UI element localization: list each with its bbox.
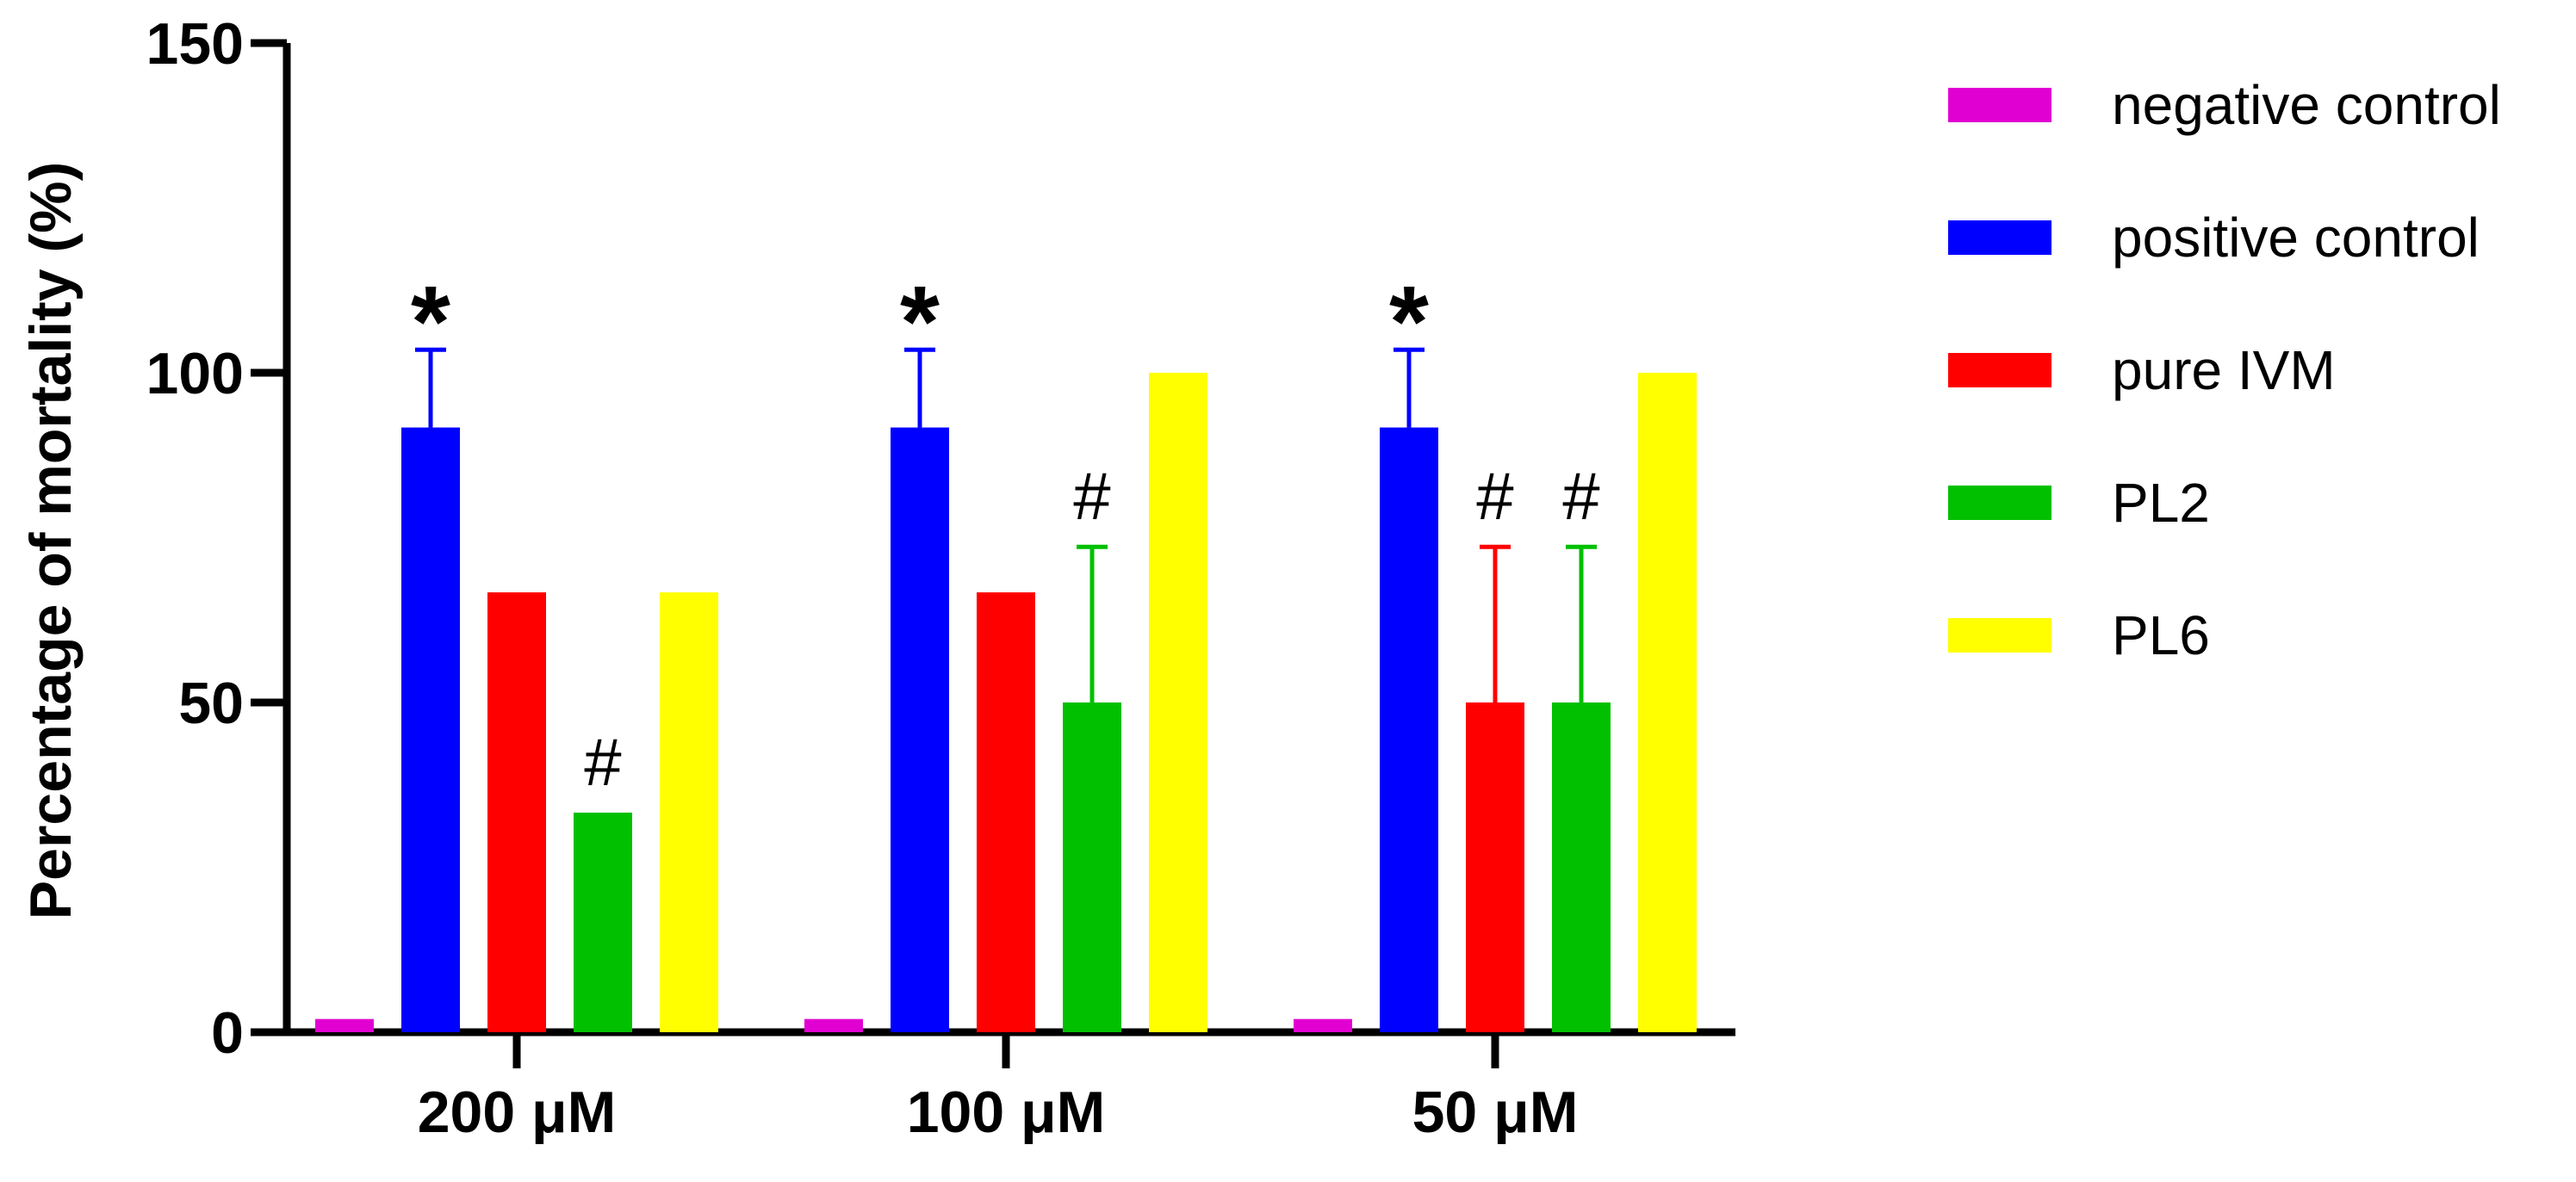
bar: [401, 427, 460, 1032]
significance-hash: #: [584, 724, 621, 800]
bar: [1380, 427, 1438, 1032]
y-tick-label: 50: [178, 671, 244, 736]
bar: [487, 592, 546, 1032]
legend-label: positive control: [2112, 207, 2480, 269]
bar: [1294, 1018, 1352, 1032]
y-tick-label: 100: [146, 341, 244, 406]
y-tick-label: 150: [146, 11, 244, 77]
y-tick-label: 0: [211, 1000, 244, 1066]
bar: [660, 592, 718, 1032]
legend-swatch: [1948, 88, 2051, 122]
significance-hash: #: [1562, 458, 1599, 534]
x-tick-label: 200 μM: [418, 1080, 617, 1145]
legend-label: PL6: [2112, 604, 2210, 666]
legend-swatch: [1948, 353, 2051, 387]
bar: [574, 812, 632, 1032]
significance-hash: #: [1476, 458, 1513, 534]
bar: [315, 1018, 374, 1032]
significance-hash: #: [1073, 458, 1110, 534]
significance-star: *: [411, 265, 450, 379]
legend-label: PL2: [2112, 472, 2210, 534]
bar: [1638, 373, 1697, 1032]
x-tick-label: 50 μM: [1412, 1080, 1579, 1145]
x-tick-label: 100 μM: [907, 1080, 1106, 1145]
significance-star: *: [900, 265, 940, 379]
y-axis-title: Percentage of mortality (%): [18, 162, 84, 919]
legend-label: pure IVM: [2112, 339, 2336, 401]
bar: [977, 592, 1035, 1032]
bar: [1552, 702, 1611, 1032]
legend-swatch: [1948, 220, 2051, 255]
legend-swatch: [1948, 618, 2051, 653]
bar: [804, 1018, 863, 1032]
bar: [891, 427, 949, 1032]
bar: [1063, 702, 1121, 1032]
legend-label: negative control: [2112, 74, 2501, 136]
bar: [1466, 702, 1524, 1032]
significance-star: *: [1389, 265, 1429, 379]
legend-swatch: [1948, 486, 2051, 520]
bar: [1149, 373, 1207, 1032]
